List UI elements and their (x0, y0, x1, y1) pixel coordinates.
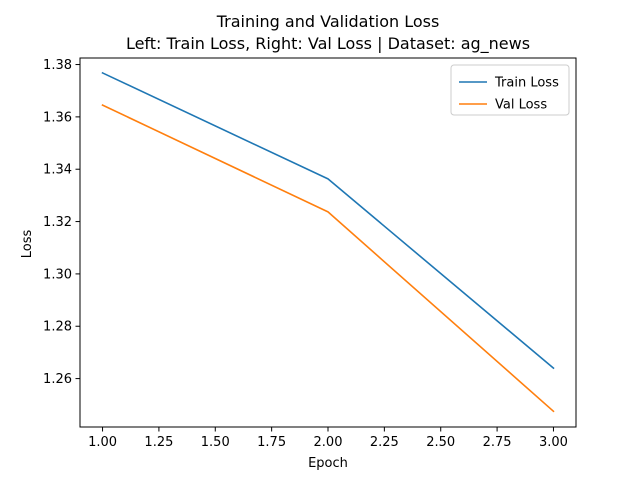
legend-label: Train Loss (494, 76, 559, 91)
x-tick-label: 1.50 (201, 435, 230, 450)
y-tick-label: 1.34 (43, 163, 72, 178)
y-tick-label: 1.28 (43, 320, 72, 335)
legend-label: Val Loss (495, 98, 547, 113)
x-tick-label: 1.75 (257, 435, 286, 450)
y-tick-label: 1.26 (43, 372, 72, 387)
x-tick-label: 2.00 (314, 435, 343, 450)
x-tick-label: 1.25 (144, 435, 173, 450)
x-tick-label: 2.50 (426, 435, 455, 450)
x-axis-label: Epoch (308, 456, 348, 471)
y-tick-label: 1.32 (43, 215, 72, 230)
legend: Train Loss Val Loss (451, 65, 569, 115)
y-tick-label: 1.36 (43, 110, 72, 125)
x-tick-label: 2.75 (483, 435, 512, 450)
x-tick-label: 2.25 (370, 435, 399, 450)
chart-subtitle: Left: Train Loss, Right: Val Loss | Data… (126, 34, 530, 54)
y-tick-label: 1.30 (43, 267, 72, 282)
chart-title: Training and Validation Loss (216, 12, 440, 31)
y-axis-label: Loss (20, 230, 35, 259)
x-tick-label: 1.00 (88, 435, 117, 450)
y-tick-label: 1.38 (43, 58, 72, 73)
x-tick-label: 3.00 (539, 435, 568, 450)
